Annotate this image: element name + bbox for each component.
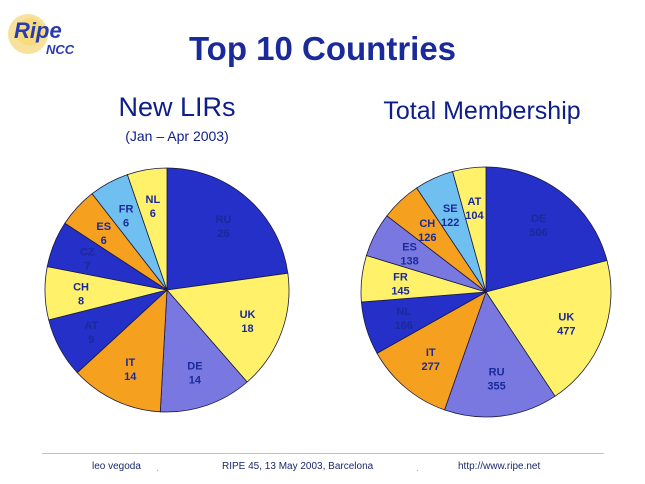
- slice-label-ru: RU: [216, 214, 232, 226]
- page-title: Top 10 Countries: [188, 30, 457, 67]
- pie-slice-it: [376, 291, 487, 411]
- pie-slice-uk: [485, 259, 612, 397]
- slice-label-es: ES: [402, 242, 417, 254]
- slice-label-fr: FR: [119, 203, 134, 215]
- slice-value-at: 9: [88, 334, 94, 346]
- pie-slice-de: [159, 288, 248, 413]
- slice-value-ru: 26: [217, 228, 229, 240]
- slice-value-ru: 355: [487, 380, 505, 392]
- logo-ncc-text: NCC: [46, 42, 75, 57]
- slice-label-at: AT: [467, 196, 481, 208]
- slice-label-fr: FR: [393, 272, 408, 284]
- slice-label-de: DE: [531, 213, 546, 225]
- slice-label-nl: NL: [146, 194, 161, 206]
- slice-label-se: SE: [443, 203, 458, 215]
- pie-slice-at: [452, 166, 487, 293]
- slice-label-ru: RU: [489, 366, 505, 378]
- footer-author: leo vegoda: [92, 461, 141, 472]
- footer-event: RIPE 45, 13 May 2003, Barcelona: [222, 461, 374, 472]
- logo-ripe-text: Ripe: [14, 18, 62, 43]
- slice-label-nl: NL: [396, 306, 411, 318]
- footer-separator: .: [416, 462, 420, 474]
- slice-value-de: 14: [189, 374, 202, 386]
- pie-slice-ru: [444, 291, 556, 418]
- slice-label-at: AT: [84, 320, 98, 332]
- slice-value-nl: 166: [395, 320, 413, 332]
- slice-value-ch: 126: [418, 232, 436, 244]
- slice-label-ch: CH: [419, 218, 435, 230]
- slice-value-de: 506: [529, 227, 547, 239]
- slice-value-it: 14: [124, 371, 137, 383]
- slice-value-es: 6: [101, 235, 107, 247]
- slice-label-es: ES: [96, 221, 111, 233]
- slice-label-it: IT: [125, 357, 135, 369]
- slice-label-cz: CZ: [80, 247, 95, 259]
- slice-value-es: 138: [400, 256, 418, 268]
- slice-value-fr: 6: [123, 217, 129, 229]
- pie-slice-nl: [126, 167, 168, 291]
- slice-label-uk: UK: [558, 312, 574, 324]
- slice-value-ch: 8: [78, 295, 84, 307]
- ripe-ncc-logo: Ripe NCC: [8, 14, 75, 57]
- chart-1-subtitle: (Jan – Apr 2003): [125, 128, 229, 144]
- chart-2-title: Total Membership: [383, 97, 581, 125]
- chart-1-title: New LIRs: [118, 92, 236, 122]
- slice-value-it: 277: [422, 361, 440, 373]
- slice-value-uk: 18: [241, 323, 253, 335]
- pie-slice-ru: [166, 167, 289, 291]
- slice-value-at: 104: [465, 210, 484, 222]
- slice-value-cz: 7: [84, 261, 90, 273]
- slice-label-it: IT: [426, 347, 436, 359]
- slice-label-de: DE: [187, 360, 202, 372]
- pie-slice-de: [485, 166, 608, 293]
- slice-label-ch: CH: [73, 281, 89, 293]
- slice-label-uk: UK: [240, 309, 256, 321]
- slice-value-fr: 145: [391, 286, 409, 298]
- slice-value-se: 122: [441, 217, 459, 229]
- footer-separator: .: [156, 462, 160, 474]
- footer-url[interactable]: http://www.ripe.net: [458, 461, 541, 472]
- pie-slice-it: [76, 289, 168, 413]
- pie-slice-uk: [166, 272, 290, 383]
- footer-divider: [42, 453, 604, 454]
- slice-value-uk: 477: [557, 326, 575, 338]
- slice-value-nl: 6: [150, 208, 156, 220]
